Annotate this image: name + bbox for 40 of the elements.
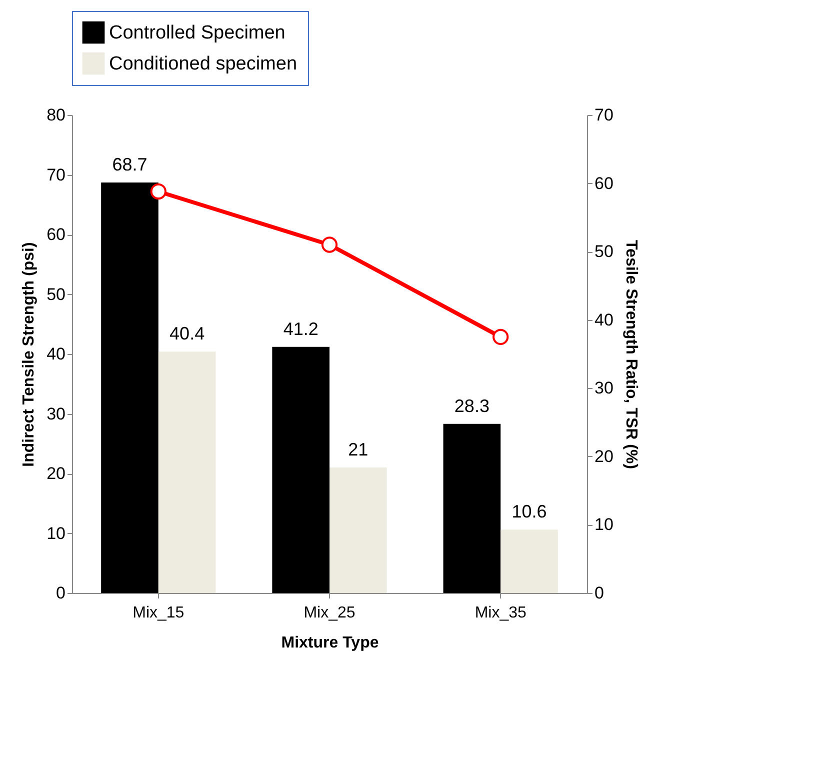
y2-tick-label: 20 xyxy=(594,446,614,466)
point xyxy=(321,236,338,253)
data-label: 10.6 xyxy=(512,502,547,522)
bar xyxy=(158,352,216,593)
data-label: 40.4 xyxy=(170,324,205,344)
y-tick-label: 80 xyxy=(46,106,66,124)
legend-label: Controlled Specimen xyxy=(109,22,286,44)
y2-tick-label: 70 xyxy=(594,106,614,124)
bar xyxy=(500,530,558,593)
y2-tick-label: 30 xyxy=(594,378,614,398)
y-tick-label: 20 xyxy=(46,464,66,483)
y-axis-title: Indirect Tensile Strength (psi) xyxy=(20,242,38,467)
y-tick-label: 10 xyxy=(46,524,66,543)
x-tick-label: Mix_25 xyxy=(304,604,356,622)
y-tick-label: 0 xyxy=(56,584,66,602)
data-label: 41.2 xyxy=(283,318,318,339)
y-tick-label: 50 xyxy=(46,284,66,304)
x-tick-label: Mix_35 xyxy=(474,604,526,622)
data-label: 68.7 xyxy=(112,154,148,175)
x-axis-title: Mixture Type xyxy=(281,634,379,652)
data-label: 21 xyxy=(348,440,368,460)
bar xyxy=(443,424,501,593)
bar xyxy=(330,468,387,593)
y-tick-label: 60 xyxy=(46,225,66,244)
point xyxy=(492,328,509,345)
y-tick-label: 30 xyxy=(46,404,66,424)
y2-axis-title: Tesile Strength Ratio, TSR (%) xyxy=(622,240,640,470)
y2-tick-label: 10 xyxy=(594,515,614,534)
data-label: 28.3 xyxy=(454,396,490,416)
x-tick-label: Mix_15 xyxy=(132,604,184,622)
point xyxy=(150,183,166,200)
bar xyxy=(272,346,330,593)
y-tick-label: 40 xyxy=(46,344,66,364)
y2-tick-label: 60 xyxy=(594,174,614,193)
bar xyxy=(101,182,158,593)
y2-tick-label: 50 xyxy=(594,242,614,262)
y-tick-label: 70 xyxy=(46,165,66,184)
legend-label: Conditioned specimen xyxy=(109,54,298,74)
y2-tick-label: 0 xyxy=(594,584,604,602)
y2-tick-label: 40 xyxy=(594,310,614,330)
